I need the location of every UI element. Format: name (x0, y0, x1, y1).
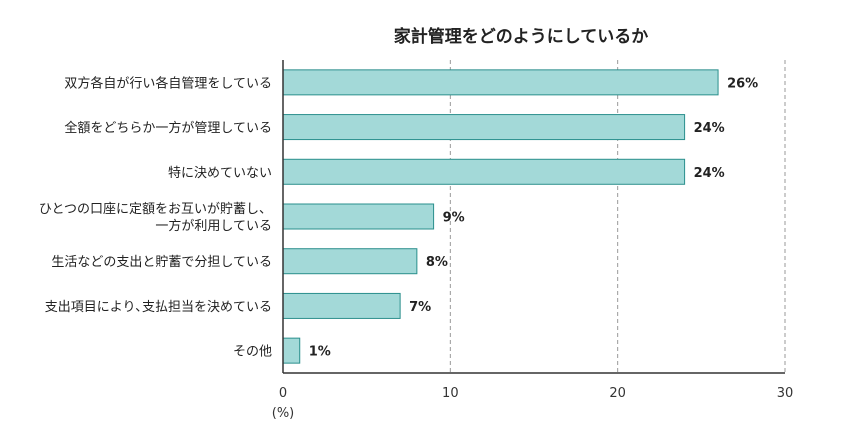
category-labels: 双方各自が行い各自管理をしている全額をどちらか一方が管理している特に決めていない… (39, 75, 272, 359)
category-label-line: 全額をどちらか一方が管理している (64, 120, 272, 136)
category-label: ひとつの口座に定額をお互いが貯蓄し、一方が利用している (39, 202, 272, 234)
category-label: 全額をどちらか一方が管理している (64, 120, 272, 136)
x-tick-label: 0 (279, 386, 287, 401)
bar (282, 337, 301, 364)
axes (282, 60, 785, 374)
category-label: 双方各自が行い各自管理をしている (64, 75, 272, 91)
bar (282, 248, 418, 275)
bar (282, 292, 401, 319)
category-label-line: 双方各自が行い各自管理をしている (64, 75, 272, 91)
category-label-line: その他 (233, 345, 272, 360)
data-label: 26% (727, 76, 758, 91)
x-tick-label: 20 (609, 386, 626, 401)
data-label: 9% (443, 211, 465, 226)
category-label: 生活などの支出と貯蓄で分担している (51, 255, 272, 270)
data-label: 24% (694, 121, 725, 136)
category-label: 支出項目により､支払担当を決めている (45, 300, 272, 315)
data-label: 7% (409, 300, 431, 315)
category-label-line: ひとつの口座に定額をお互いが貯蓄し、 (39, 202, 272, 217)
data-label: 24% (694, 166, 725, 181)
bar (282, 114, 686, 141)
tick-labels: 0 10 20 30 (279, 386, 793, 401)
category-label-line: 支出項目により､支払担当を決めている (45, 300, 272, 315)
data-label: 1% (309, 345, 331, 360)
x-unit-label: (%) (272, 406, 295, 421)
x-tick-label: 30 (777, 386, 794, 401)
category-label: 特に決めていない (168, 166, 272, 181)
data-label: 8% (426, 255, 448, 270)
category-label-line: 生活などの支出と貯蓄で分担している (51, 255, 272, 270)
bar (282, 158, 686, 185)
category-label-line: 一方が利用している (155, 218, 272, 234)
data-labels: 26% 24% 24% 9% 8% 7% 1% (309, 76, 758, 359)
chart-title: 家計管理をどのようにしているか (394, 26, 649, 47)
category-label-line: 特に決めていない (168, 166, 272, 181)
bar (282, 69, 719, 96)
x-tick-label: 10 (442, 386, 459, 401)
bar (282, 203, 435, 230)
bars (282, 69, 719, 364)
grid-lines (449, 60, 786, 373)
category-label: その他 (233, 345, 272, 360)
